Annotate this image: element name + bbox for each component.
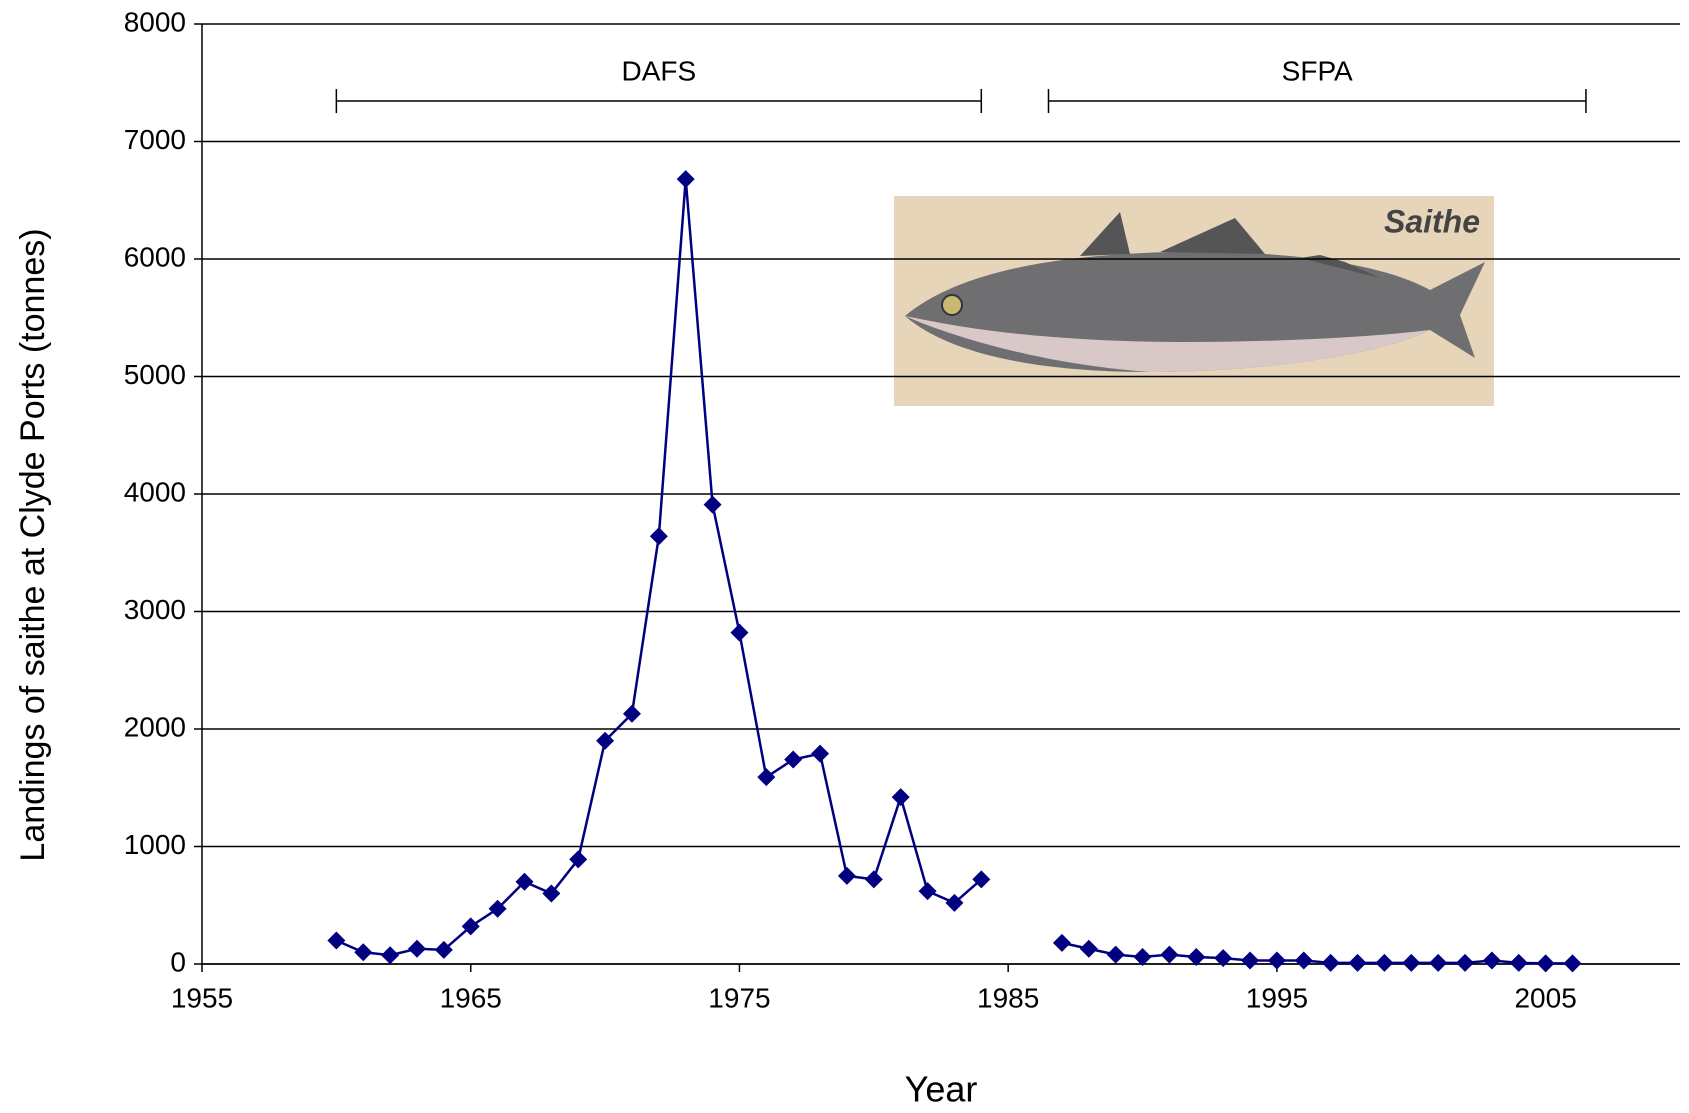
data-point — [1321, 953, 1340, 972]
data-point — [784, 750, 803, 769]
y-tick-label: 5000 — [124, 359, 186, 390]
data-point — [1106, 945, 1125, 964]
data-point — [1160, 945, 1179, 964]
data-point — [1456, 953, 1475, 972]
data-point — [1375, 953, 1394, 972]
y-tick-label: 1000 — [124, 829, 186, 860]
data-point — [1267, 951, 1286, 970]
data-point — [891, 788, 910, 807]
data-point — [434, 940, 453, 959]
data-point — [1214, 949, 1233, 968]
data-point — [1536, 954, 1555, 973]
data-point — [811, 744, 830, 763]
fish-image: Saithe — [894, 196, 1494, 406]
fish-belly — [905, 316, 1430, 372]
data-point — [488, 899, 507, 918]
data-point — [1294, 951, 1313, 970]
y-tick-label: 3000 — [124, 594, 186, 625]
fish-eye — [941, 294, 963, 316]
x-axis-title: Year — [905, 1069, 978, 1110]
data-point — [649, 527, 668, 546]
data-point — [1429, 953, 1448, 972]
x-tick-label: 1995 — [1246, 982, 1308, 1013]
data-point — [864, 870, 883, 889]
y-tick-label: 6000 — [124, 241, 186, 272]
x-tick-label: 1975 — [708, 982, 770, 1013]
data-point — [1133, 947, 1152, 966]
data-point — [596, 731, 615, 750]
image-label: Saithe — [1384, 203, 1480, 239]
data-point — [354, 943, 373, 962]
data-point — [327, 931, 346, 950]
data-point — [1509, 953, 1528, 972]
y-tick-label: 4000 — [124, 476, 186, 507]
data-point — [1241, 951, 1260, 970]
data-point — [757, 768, 776, 787]
data-point — [730, 623, 749, 642]
data-point — [461, 917, 480, 936]
data-point — [1079, 939, 1098, 958]
data-point — [703, 495, 722, 514]
data-point — [676, 170, 695, 189]
x-tick-label: 2005 — [1514, 982, 1576, 1013]
data-point — [1482, 951, 1501, 970]
data-point — [515, 872, 534, 891]
data-point — [918, 882, 937, 901]
data-point — [542, 884, 561, 903]
data-point — [837, 866, 856, 885]
period-label: SFPA — [1282, 55, 1353, 86]
data-point — [1402, 953, 1421, 972]
data-point — [622, 704, 641, 723]
y-tick-label: 8000 — [124, 6, 186, 37]
data-point — [1052, 933, 1071, 952]
data-point — [381, 946, 400, 965]
period-label: DAFS — [621, 55, 696, 86]
x-tick-label: 1965 — [440, 982, 502, 1013]
y-axis-title: Landings of saithe at Clyde Ports (tonne… — [14, 228, 52, 861]
data-point — [972, 870, 991, 889]
y-tick-label: 0 — [170, 946, 186, 977]
y-tick-label: 7000 — [124, 124, 186, 155]
fish-fins — [1080, 212, 1380, 278]
data-point — [569, 850, 588, 869]
y-tick-label: 2000 — [124, 711, 186, 742]
data-point — [945, 893, 964, 912]
data-point — [407, 939, 426, 958]
x-tick-label: 1955 — [171, 982, 233, 1013]
x-tick-label: 1985 — [977, 982, 1039, 1013]
data-point — [1348, 953, 1367, 972]
data-point — [1187, 947, 1206, 966]
data-point — [1563, 954, 1582, 973]
